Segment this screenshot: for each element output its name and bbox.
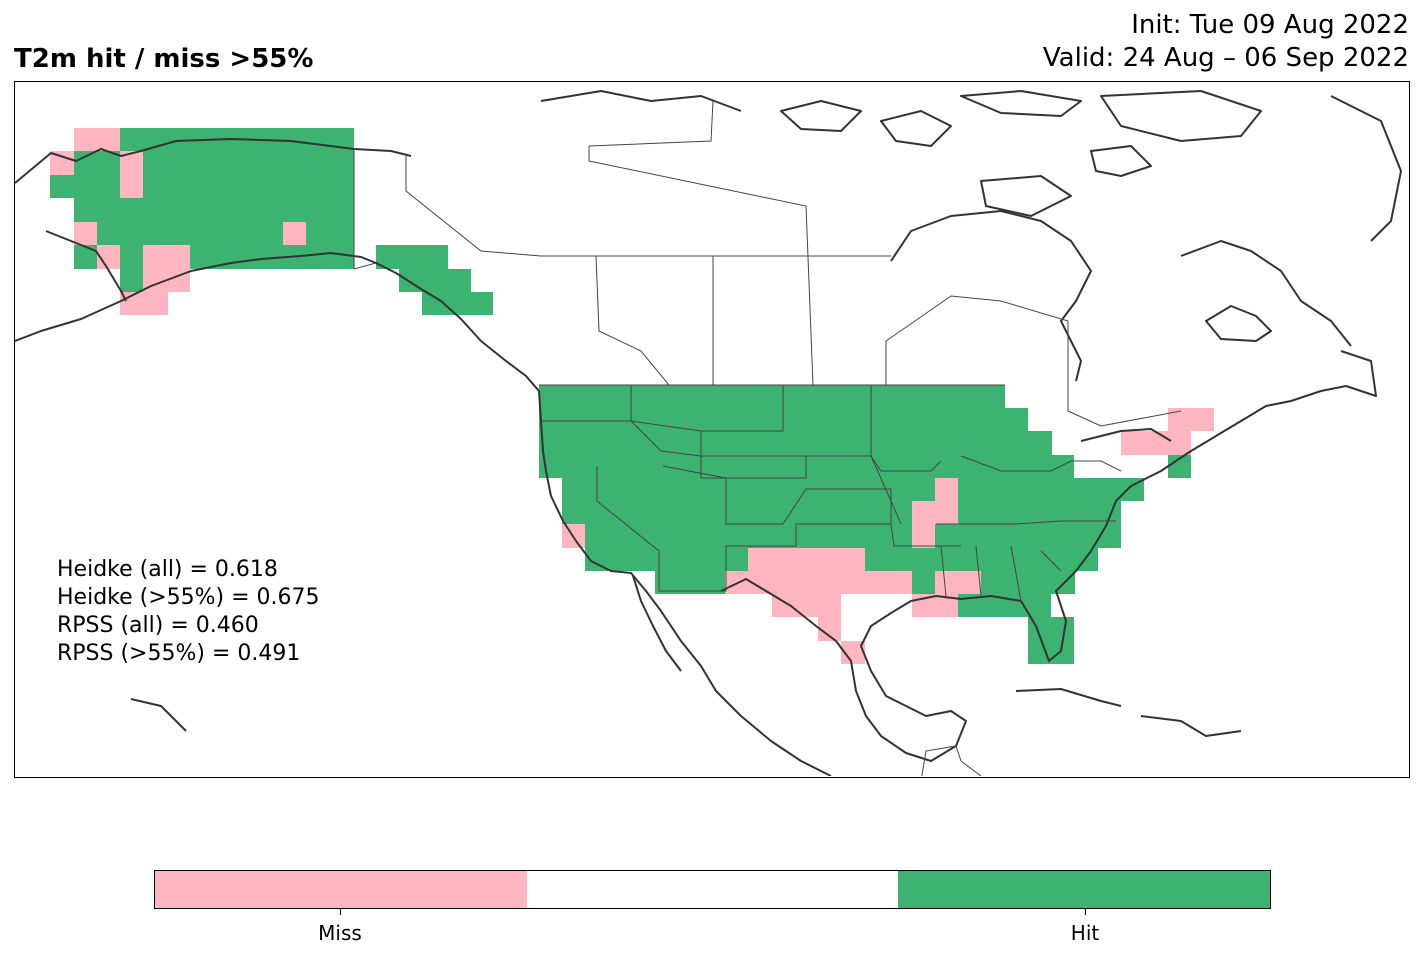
cell-miss	[772, 594, 841, 617]
cell-miss	[935, 478, 958, 501]
cell-miss	[912, 501, 958, 524]
rpss-55: RPSS (>55%) = 0.491	[57, 641, 301, 666]
valid-period: Valid: 24 Aug – 06 Sep 2022	[1042, 43, 1409, 73]
cell-hit	[1168, 455, 1191, 478]
cell-hit	[399, 269, 471, 292]
cell-miss	[120, 292, 168, 315]
cell-hit	[1005, 455, 1074, 478]
cell-miss	[74, 222, 97, 245]
map-canvas	[15, 90, 1402, 776]
cell-miss	[841, 641, 865, 664]
cell-hit	[50, 175, 74, 198]
skill-scores: Heidke (all) = 0.618 Heidke (>55%) = 0.6…	[57, 556, 320, 668]
colorbar-segment-hit	[898, 871, 1271, 908]
cell-miss	[120, 151, 143, 198]
cell-hit	[1074, 478, 1144, 501]
colorbar-segment-miss	[155, 871, 527, 908]
cell-miss	[748, 548, 865, 571]
cell-miss	[725, 571, 912, 594]
cell-miss	[912, 524, 935, 548]
cell-hit	[585, 524, 1121, 548]
colorbar	[154, 870, 1271, 909]
cell-miss	[97, 245, 120, 269]
cell-hit	[1005, 408, 1028, 455]
cell-hit	[120, 269, 143, 292]
grid-cells	[50, 128, 1214, 664]
cell-miss	[912, 594, 958, 617]
cell-miss	[818, 617, 841, 641]
rpss-all: RPSS (all) = 0.460	[57, 613, 259, 638]
borders	[353, 100, 1182, 776]
coastlines	[15, 90, 1402, 776]
cell-miss	[1168, 408, 1214, 431]
heidke-55: Heidke (>55%) = 0.675	[57, 585, 320, 610]
colorbar-tick-hit	[1085, 909, 1086, 915]
colorbar-tick-miss	[340, 909, 341, 915]
colorbar-segment-neutral	[526, 871, 899, 908]
colorbar-label-miss: Miss	[318, 921, 362, 945]
cell-miss	[1121, 431, 1191, 455]
cell-miss	[935, 571, 981, 594]
cell-hit	[562, 501, 1121, 524]
cell-miss	[143, 245, 190, 292]
cell-miss	[283, 222, 306, 245]
cell-hit	[422, 292, 493, 315]
cell-miss	[74, 128, 120, 151]
map-panel[interactable]	[14, 81, 1410, 778]
cell-hit	[376, 245, 448, 269]
init-date: Init: Tue 09 Aug 2022	[1131, 10, 1409, 40]
heidke-all: Heidke (all) = 0.618	[57, 557, 278, 582]
map-title: T2m hit / miss >55%	[14, 44, 314, 74]
cell-hit	[1028, 431, 1052, 455]
colorbar-label-hit: Hit	[1070, 921, 1100, 945]
cell-hit	[935, 594, 1051, 617]
